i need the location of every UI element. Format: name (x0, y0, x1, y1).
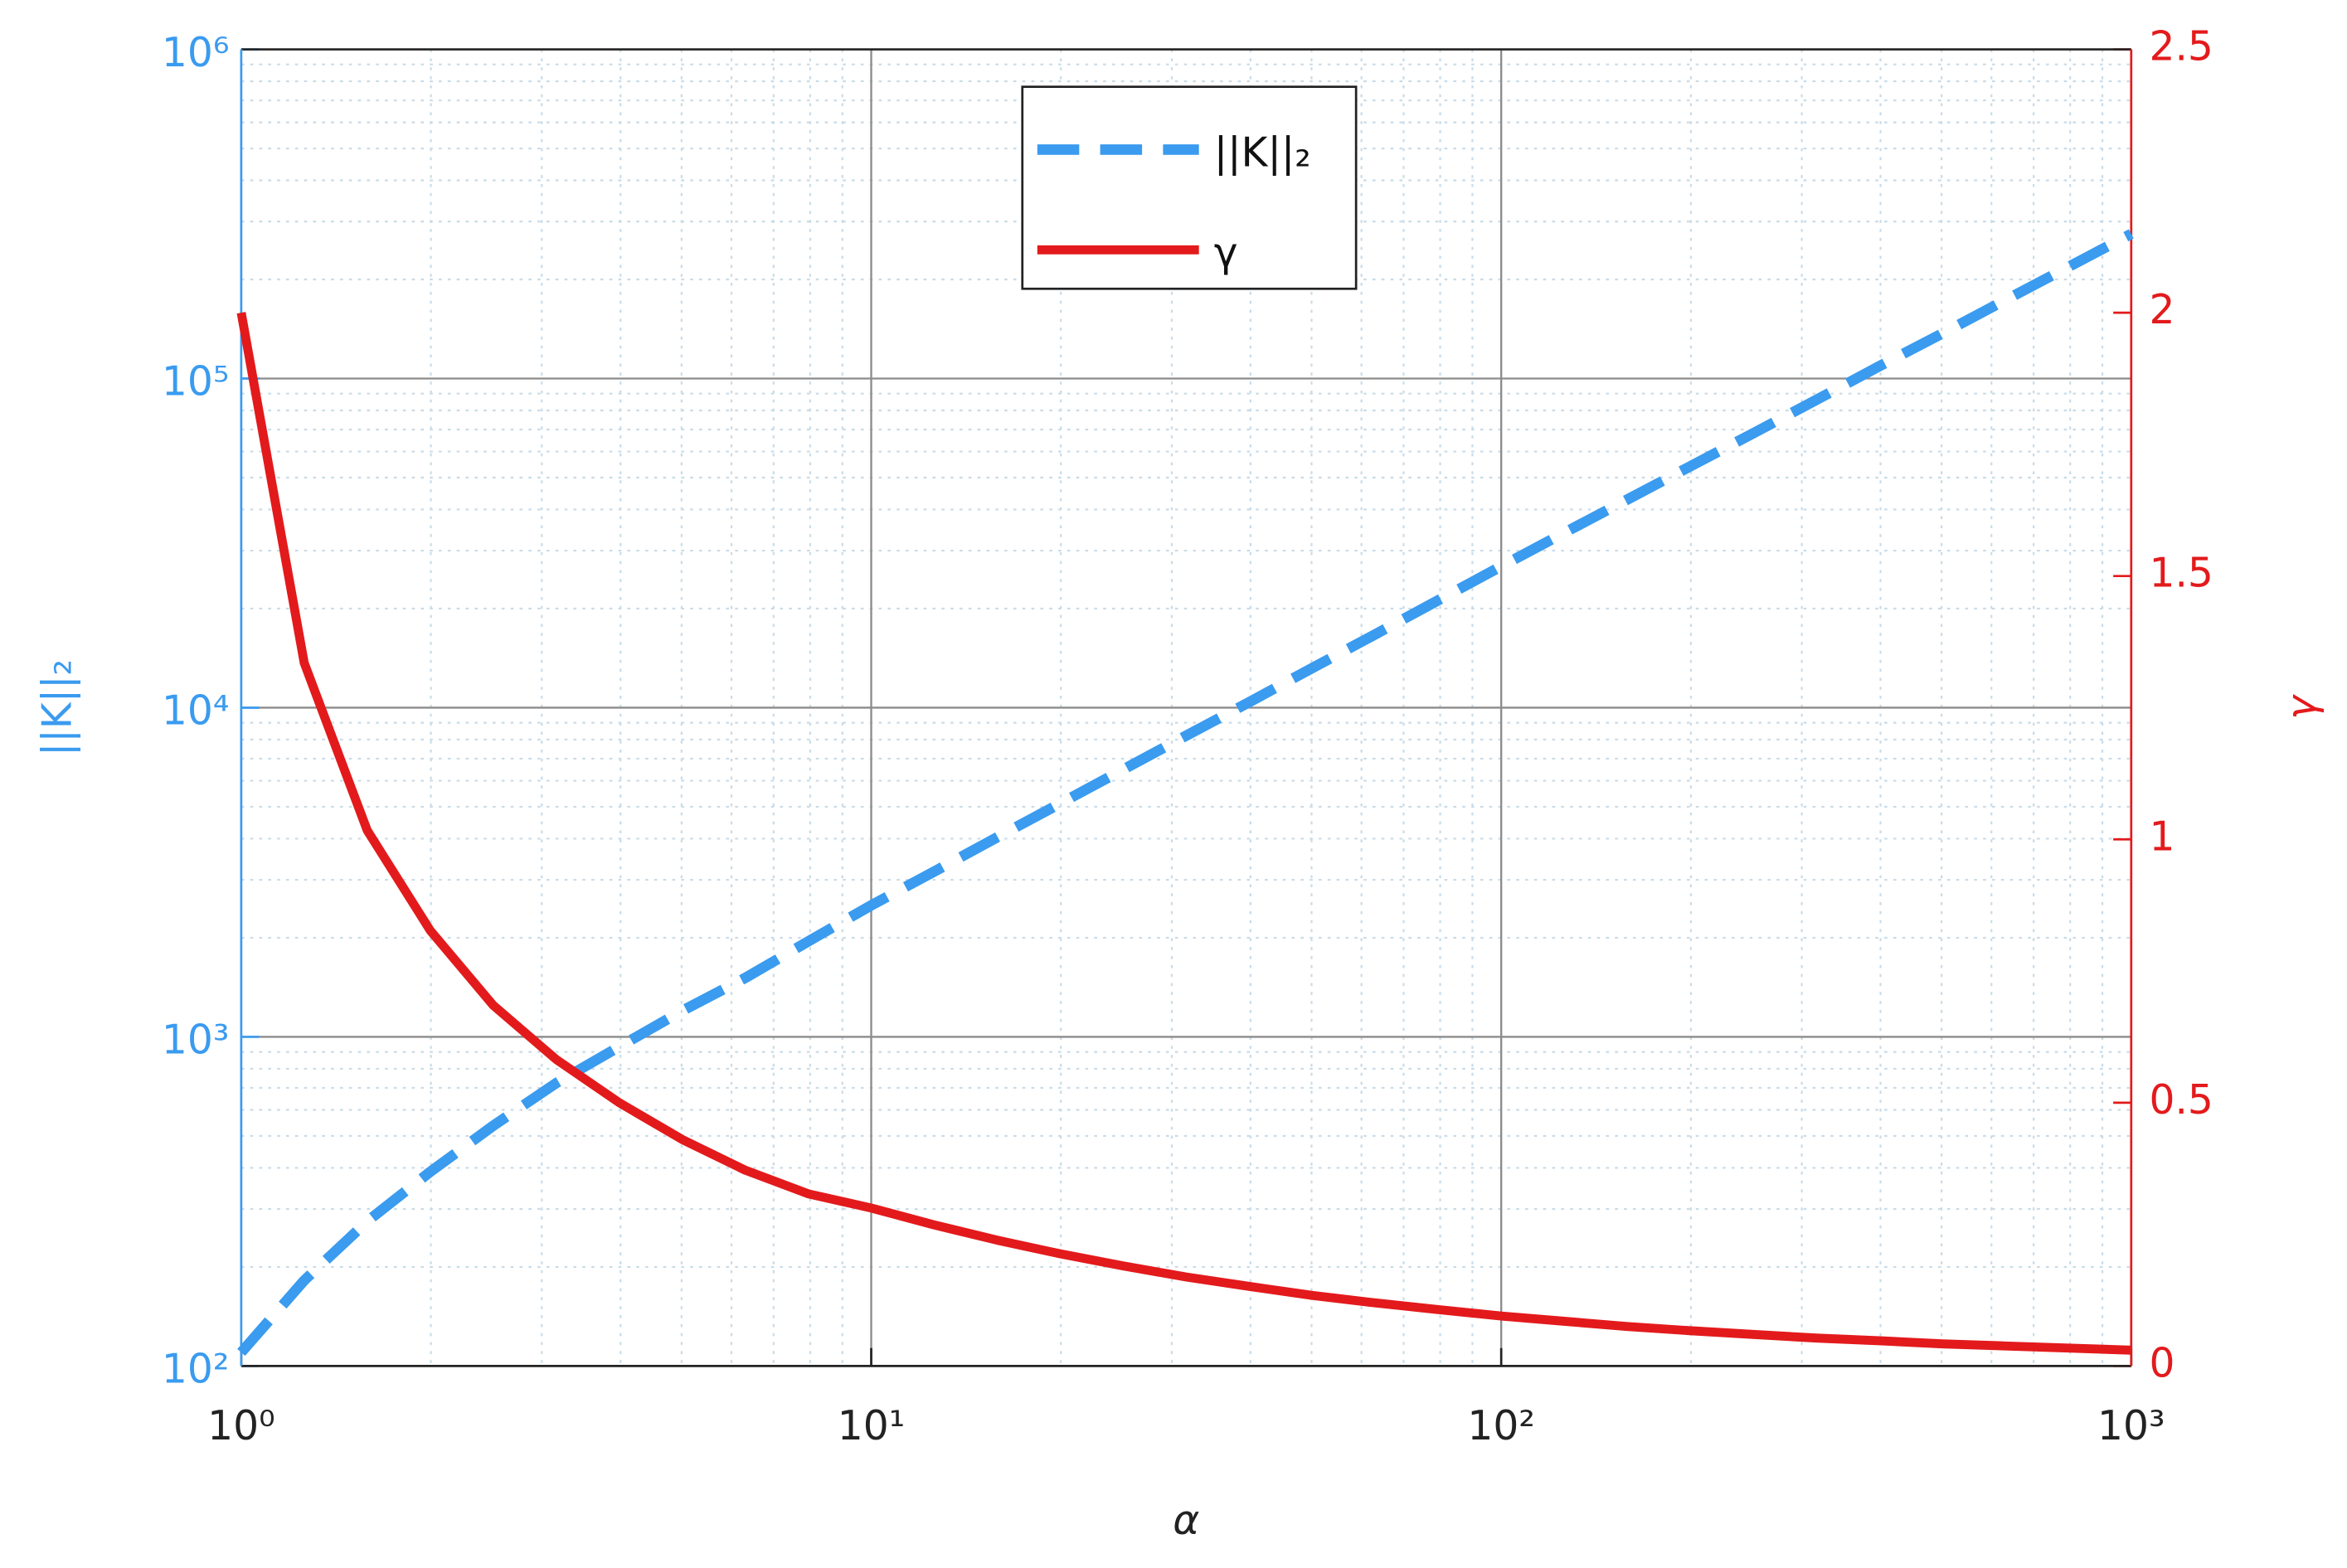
x-tick-label: 10¹ (838, 1403, 906, 1449)
x-tick-label: 10² (1467, 1403, 1535, 1449)
legend-label: γ (1214, 231, 1238, 277)
y2-tick-label: 0 (2149, 1340, 2174, 1386)
y2-axis-label: γ (2279, 694, 2325, 720)
x-tick-label: 10³ (2097, 1403, 2165, 1449)
y-tick-label: 10² (162, 1347, 230, 1393)
y2-tick-label: 0.5 (2149, 1077, 2213, 1124)
series-line (236, 312, 2131, 1355)
y-tick-label: 10⁶ (162, 30, 230, 76)
legend-label: ||K||₂ (1214, 130, 1311, 177)
x-tick-label: 10⁰ (207, 1403, 275, 1449)
y2-tick-label: 1.5 (2149, 551, 2213, 597)
y2-tick-label: 2 (2149, 287, 2174, 333)
legend-box (1021, 85, 1358, 290)
y-tick-label: 10³ (162, 1017, 230, 1064)
y2-tick-label: 1 (2149, 813, 2174, 860)
y-tick-label: 10⁵ (162, 359, 230, 405)
x-axis-label: α (1173, 1498, 1199, 1544)
y-axis-label: ||K||₂ (35, 659, 81, 756)
y2-tick-label: 2.5 (2149, 24, 2213, 70)
y-tick-label: 10⁴ (162, 688, 230, 735)
series-line (237, 229, 2134, 1357)
